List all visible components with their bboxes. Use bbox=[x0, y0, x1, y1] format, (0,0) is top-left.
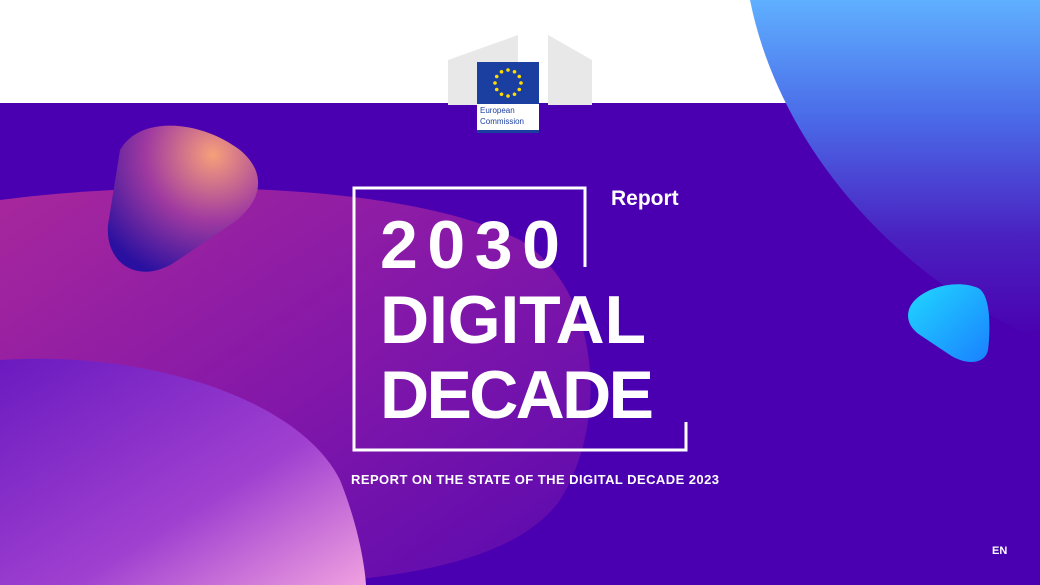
star bbox=[494, 74, 499, 79]
logo-text: European bbox=[480, 106, 515, 115]
report-label: Report bbox=[611, 187, 679, 210]
title-line: DECADE bbox=[380, 357, 654, 433]
blue-shape bbox=[750, 0, 1040, 340]
star bbox=[494, 87, 499, 92]
logo-text: Commission bbox=[480, 117, 524, 126]
star bbox=[493, 81, 497, 85]
title-line: DIGITAL bbox=[380, 282, 646, 358]
subtitle: REPORT ON THE STATE OF THE DIGITAL DECAD… bbox=[351, 472, 719, 487]
language: EN bbox=[992, 545, 1007, 557]
star bbox=[512, 92, 517, 97]
logo: European Commission bbox=[448, 35, 592, 133]
pink-blob bbox=[0, 358, 366, 585]
gradient-triangle bbox=[107, 125, 259, 272]
star bbox=[499, 92, 504, 97]
star bbox=[506, 94, 510, 98]
star bbox=[517, 74, 522, 79]
star bbox=[499, 69, 504, 74]
star bbox=[506, 68, 510, 72]
star bbox=[519, 81, 523, 85]
star bbox=[512, 69, 517, 74]
title-frame bbox=[352, 186, 688, 452]
star bbox=[517, 87, 522, 92]
cyan-triangle bbox=[908, 284, 990, 362]
